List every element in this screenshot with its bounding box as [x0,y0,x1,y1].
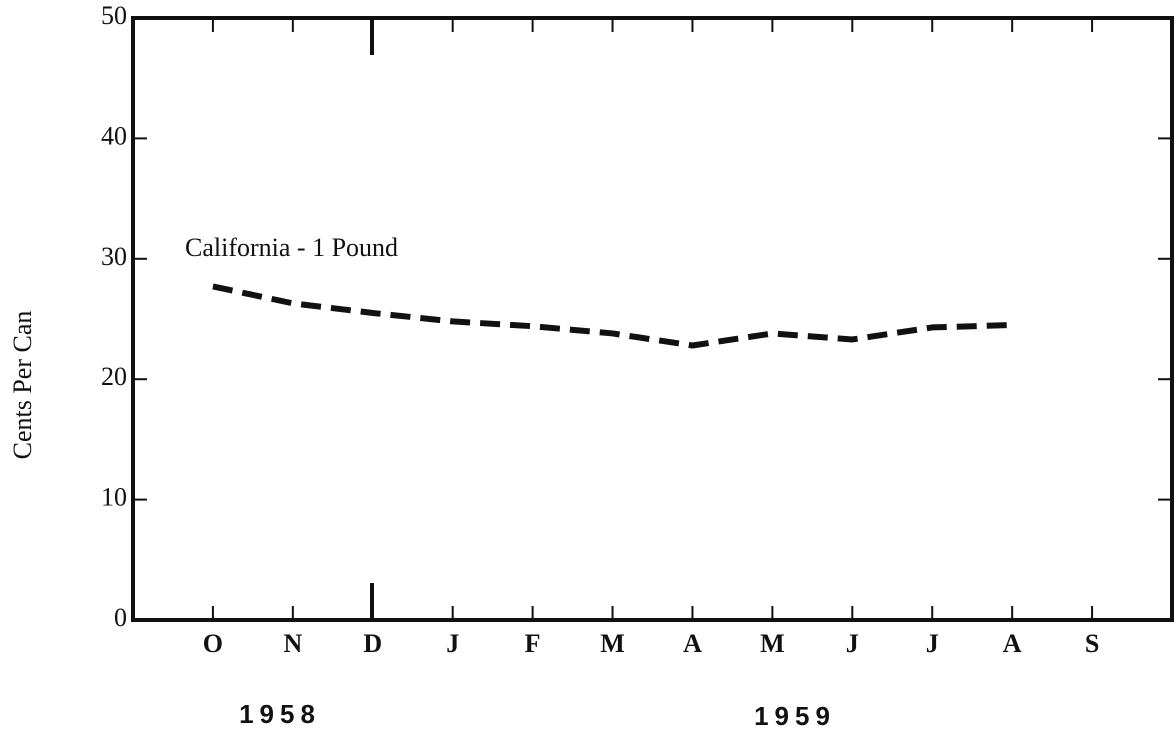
x-tick-label: S [1085,629,1099,658]
x-tick-label: F [525,629,541,658]
y-axis-label: Cents Per Can [8,311,37,460]
y-tick-label: 10 [101,483,127,512]
x-tick-label: M [760,629,785,658]
x-tick-label: N [283,629,302,658]
line [212,283,1013,349]
y-tick-label: 20 [101,362,127,391]
x-tick-label: O [203,629,223,658]
plot-frame [131,16,1174,622]
x-tick-label: J [926,629,939,658]
x-tick-label: M [600,629,625,658]
x-tick-label: J [846,629,859,658]
x-tick-label: J [446,629,459,658]
y-tick-label: 40 [101,121,127,150]
y-tick-label: 0 [114,603,127,632]
year-label: 1959 [754,701,836,731]
series-label: California - 1 Pound [185,233,398,262]
y-tick-label: 50 [101,1,127,30]
y-tick-label: 30 [101,242,127,271]
year-label: 1958 [239,699,321,729]
x-tick-label: D [363,629,382,658]
x-tick-label: A [683,629,702,658]
x-tick-label: A [1003,629,1022,658]
